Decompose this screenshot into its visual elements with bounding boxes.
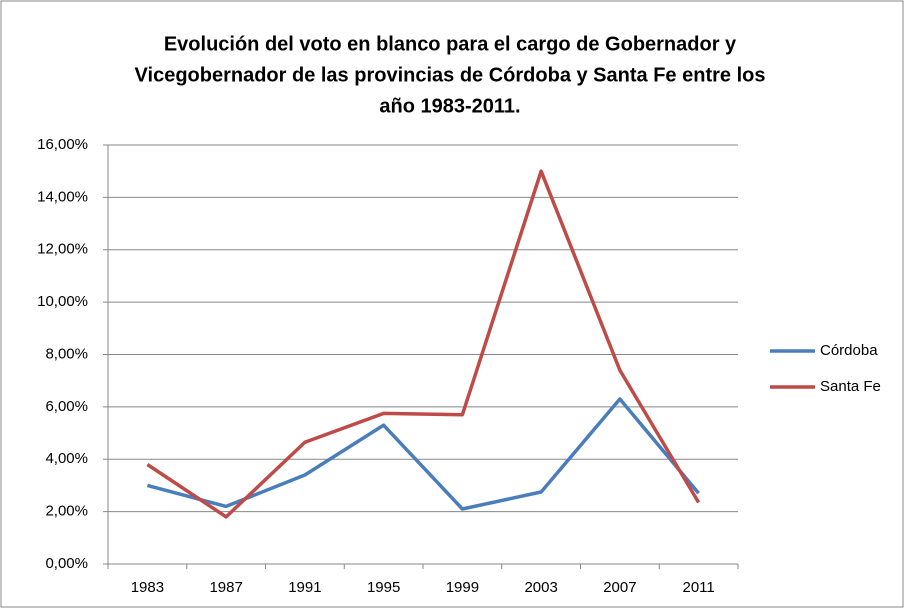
y-tick-label: 4,00%	[45, 450, 88, 467]
chart-title: año 1983-2011.	[379, 95, 520, 117]
y-tick-label: 10,00%	[37, 293, 88, 310]
x-tick-label: 2011	[682, 579, 714, 596]
x-tick-label: 1999	[446, 579, 479, 596]
x-tick-label: 2003	[524, 579, 557, 596]
x-tick-label: 1983	[131, 579, 164, 596]
y-tick-label: 8,00%	[45, 345, 88, 362]
y-tick-label: 16,00%	[37, 136, 88, 153]
x-tick-label: 2007	[603, 579, 636, 596]
series-line	[146, 169, 701, 519]
y-tick-label: 0,00%	[45, 555, 88, 572]
x-tick-label: 1987	[209, 579, 242, 596]
x-tick-label: 1991	[288, 579, 321, 596]
chart-title: Vicegobernador de las provincias de Córd…	[135, 64, 766, 86]
chart-title: Evolución del voto en blanco para el car…	[164, 33, 737, 55]
x-tick-label: 1995	[367, 579, 400, 596]
legend-label: Córdoba	[820, 342, 878, 359]
y-tick-label: 12,00%	[37, 241, 88, 258]
series-line	[146, 397, 700, 511]
y-tick-label: 6,00%	[45, 398, 88, 415]
legend-label: Santa Fe	[820, 378, 881, 395]
y-tick-label: 2,00%	[45, 503, 88, 520]
y-tick-label: 14,00%	[37, 188, 88, 205]
